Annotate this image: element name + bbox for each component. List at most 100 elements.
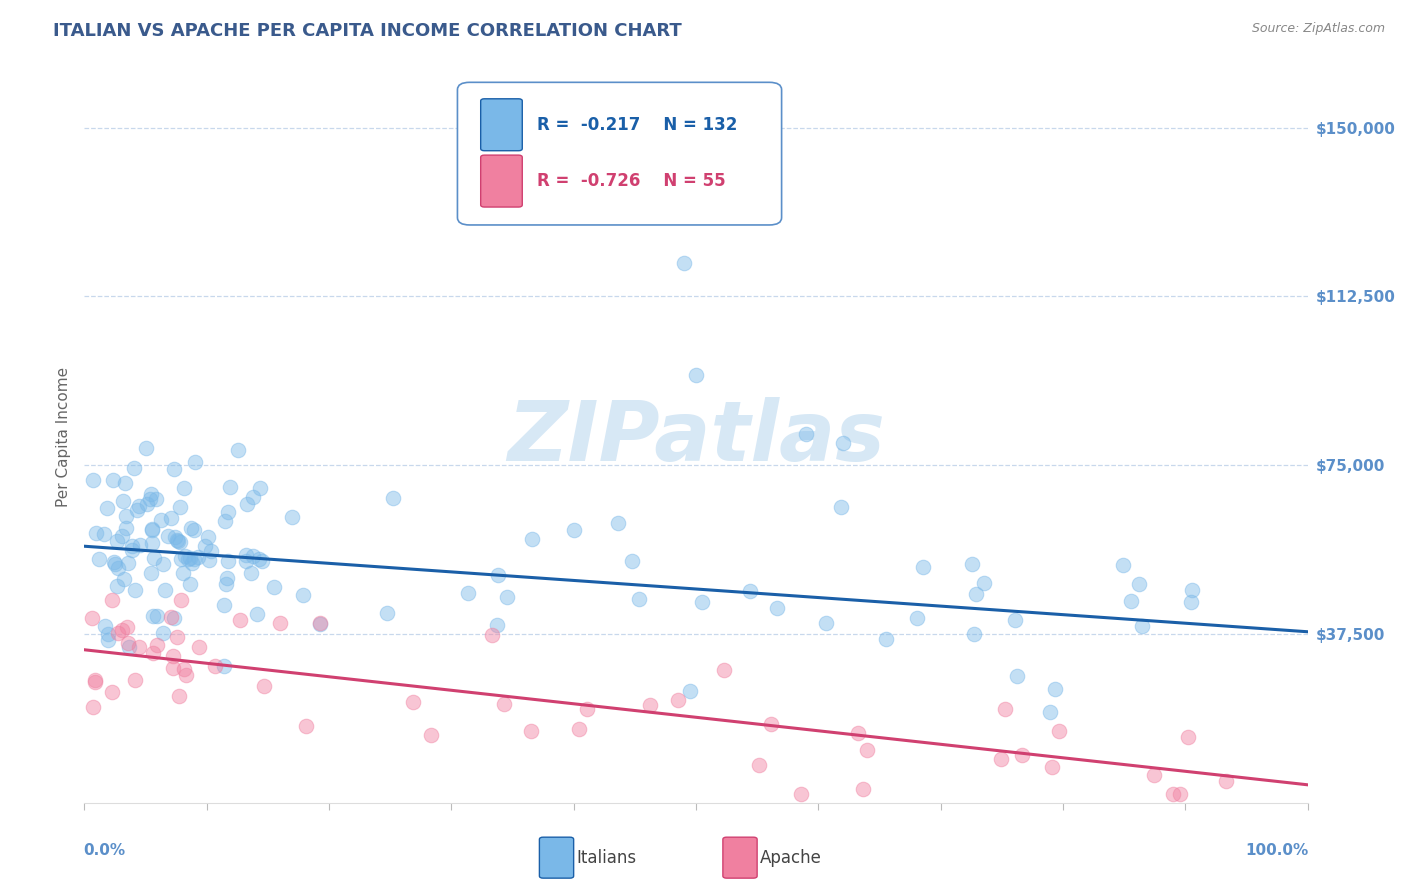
Point	[226, 443, 249, 458]
Point	[139, 486, 162, 500]
Point	[212, 599, 235, 613]
Point	[117, 556, 139, 570]
Point	[156, 529, 179, 543]
Point	[1112, 558, 1135, 572]
Point	[150, 513, 173, 527]
Point	[124, 673, 146, 687]
Point	[172, 566, 194, 580]
Point	[242, 549, 264, 563]
Point	[167, 534, 190, 549]
Point	[875, 632, 897, 646]
Point	[121, 542, 143, 557]
Point	[96, 501, 118, 516]
Point	[128, 499, 150, 513]
Point	[481, 628, 503, 642]
Point	[247, 552, 270, 566]
Point	[200, 544, 222, 558]
Point	[990, 752, 1012, 766]
Point	[486, 617, 509, 632]
Point	[852, 782, 875, 797]
Point	[1004, 613, 1026, 627]
Point	[177, 552, 200, 566]
Point	[162, 611, 184, 625]
Point	[235, 548, 257, 562]
Point	[129, 538, 152, 552]
Point	[690, 595, 713, 609]
Text: Italians: Italians	[576, 848, 637, 867]
Point	[124, 583, 146, 598]
Point	[766, 600, 789, 615]
Point	[291, 588, 314, 602]
Text: ITALIAN VS APACHE PER CAPITA INCOME CORRELATION CHART: ITALIAN VS APACHE PER CAPITA INCOME CORR…	[53, 22, 682, 40]
FancyBboxPatch shape	[481, 155, 522, 207]
Point	[187, 550, 209, 565]
Point	[679, 684, 702, 698]
Point	[1215, 773, 1237, 788]
Text: 0.0%: 0.0%	[83, 843, 125, 858]
Point	[831, 435, 853, 450]
FancyBboxPatch shape	[481, 99, 522, 151]
Point	[114, 475, 136, 490]
Point	[672, 255, 695, 269]
Point	[856, 742, 879, 756]
Point	[146, 638, 169, 652]
Point	[240, 566, 263, 581]
Text: R =  -0.726    N = 55: R = -0.726 N = 55	[537, 172, 725, 190]
Point	[107, 626, 129, 640]
Point	[963, 626, 986, 640]
Point	[214, 659, 236, 673]
Point	[375, 607, 398, 621]
Point	[1168, 787, 1191, 801]
Point	[142, 646, 165, 660]
Point	[401, 695, 423, 709]
Point	[242, 490, 264, 504]
Point	[180, 556, 202, 570]
Point	[994, 702, 1017, 716]
Point	[141, 522, 163, 536]
Point	[905, 611, 928, 625]
Point	[84, 673, 107, 687]
Point	[153, 582, 176, 597]
Point	[198, 552, 221, 566]
Point	[165, 530, 187, 544]
Point	[170, 593, 193, 607]
Point	[381, 491, 404, 506]
Point	[167, 689, 190, 703]
Point	[740, 583, 762, 598]
Point	[107, 561, 129, 575]
Point	[457, 586, 479, 600]
Point	[911, 559, 934, 574]
Point	[194, 539, 217, 553]
Point	[960, 557, 983, 571]
Point	[101, 473, 124, 487]
Point	[215, 571, 238, 585]
Point	[229, 613, 252, 627]
Point	[139, 566, 162, 580]
Text: Apache: Apache	[759, 848, 821, 867]
Point	[217, 554, 239, 568]
Point	[100, 685, 122, 699]
Point	[82, 611, 104, 625]
Point	[830, 500, 852, 514]
Point	[166, 533, 188, 548]
Point	[217, 505, 239, 519]
Point	[105, 534, 128, 549]
Point	[748, 757, 770, 772]
Point	[520, 532, 543, 546]
Point	[128, 640, 150, 654]
Point	[219, 479, 242, 493]
Point	[606, 516, 628, 531]
Point	[1040, 760, 1063, 774]
Point	[179, 550, 201, 565]
Point	[152, 626, 174, 640]
Point	[139, 491, 162, 506]
Point	[640, 698, 662, 713]
Point	[1128, 577, 1150, 591]
Point	[249, 481, 271, 495]
Point	[1180, 595, 1202, 609]
Point	[519, 723, 541, 738]
FancyBboxPatch shape	[540, 838, 574, 878]
Point	[159, 510, 181, 524]
Point	[127, 503, 149, 517]
Point	[973, 576, 995, 591]
